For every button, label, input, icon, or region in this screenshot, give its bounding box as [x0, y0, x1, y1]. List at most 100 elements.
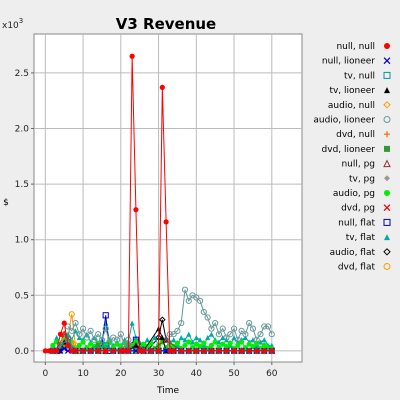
- series-marker: [64, 323, 72, 330]
- plot-area: [33, 33, 303, 363]
- series-marker: [117, 331, 124, 338]
- series-marker: [140, 341, 147, 347]
- series-marker: [95, 342, 101, 348]
- legend-marker: [383, 263, 391, 270]
- series-marker: [197, 337, 203, 343]
- series-marker: [212, 319, 219, 327]
- series-marker: [227, 340, 233, 346]
- series-marker: [215, 331, 223, 338]
- series-marker: [57, 347, 64, 354]
- series-marker: [118, 348, 124, 354]
- series-layer: [42, 53, 276, 355]
- x-tick-label: 0: [42, 369, 48, 379]
- series-marker: [193, 334, 199, 341]
- series-marker: [95, 348, 101, 354]
- series-marker: [193, 294, 200, 301]
- series-marker: [186, 348, 192, 354]
- series-marker: [189, 339, 196, 345]
- series-marker: [50, 342, 56, 348]
- series-marker: [193, 348, 199, 354]
- series-marker: [46, 348, 52, 354]
- series-marker: [223, 334, 230, 341]
- series-marker: [268, 331, 275, 338]
- x-tick-label: 20: [115, 369, 127, 379]
- series-marker: [114, 341, 120, 347]
- legend-label: tv, pg: [349, 174, 375, 184]
- legend-marker: [383, 57, 391, 65]
- legend-label: dvd, flat: [338, 263, 376, 273]
- legend-label: null, lioneer: [322, 57, 375, 67]
- series-marker: [64, 347, 71, 354]
- legend-label: null, flat: [338, 218, 375, 228]
- series-marker: [249, 325, 257, 332]
- series-marker: [159, 316, 166, 324]
- series-marker: [69, 348, 75, 354]
- series-marker: [223, 348, 230, 354]
- series-marker: [197, 343, 203, 350]
- series-marker: [253, 336, 260, 343]
- series-marker: [231, 348, 237, 354]
- legend-marker: [384, 190, 390, 196]
- series-marker: [242, 331, 249, 338]
- y-tick-label: 2.0: [15, 125, 30, 135]
- y-multiplier: x103: [2, 17, 23, 31]
- series-marker: [54, 334, 60, 341]
- series-marker: [174, 340, 181, 346]
- series-marker: [223, 343, 230, 350]
- series-marker: [196, 297, 204, 304]
- series-marker: [242, 334, 248, 341]
- series-marker: [88, 341, 94, 347]
- series-marker: [174, 327, 181, 334]
- series-marker: [212, 339, 218, 345]
- series-marker: [68, 311, 75, 318]
- axis-ticks: 0 10 20 30 40 50 60 0.0 0.5 1.0 1.5 2.0 2.5: [15, 69, 278, 379]
- legend-marker: [384, 87, 390, 94]
- series-marker: [171, 343, 177, 350]
- legend-label: audio, lioneer: [313, 116, 375, 126]
- series-marker: [42, 348, 48, 354]
- series-marker: [133, 342, 139, 348]
- series-marker: [163, 347, 170, 354]
- legend-marker: [383, 218, 391, 226]
- y-tick-label: 1.5: [15, 180, 29, 190]
- legend-label: tv, lioneer: [329, 86, 375, 96]
- series-marker: [178, 319, 185, 327]
- series-marker: [238, 327, 245, 334]
- series-marker: [227, 331, 234, 338]
- series-marker: [144, 337, 150, 343]
- series-marker: [137, 348, 143, 354]
- series-marker: [88, 348, 94, 354]
- series-marker: [234, 336, 241, 343]
- series-marker: [250, 343, 256, 350]
- series-marker: [152, 334, 158, 341]
- series-marker: [50, 348, 56, 354]
- y-tick-label: 0.0: [15, 347, 30, 357]
- series-marker: [220, 341, 226, 347]
- series-marker: [57, 331, 64, 337]
- series-marker: [87, 327, 94, 334]
- series-marker: [257, 331, 264, 338]
- legend-label: dvd, lioneer: [322, 145, 376, 155]
- chart-title: V3 Revenue: [116, 15, 216, 33]
- series-marker: [76, 334, 82, 341]
- series-marker: [132, 347, 139, 354]
- series-marker: [95, 331, 102, 338]
- series-marker: [61, 320, 67, 326]
- x-tick-label: 50: [228, 369, 240, 379]
- series-marker: [254, 348, 260, 354]
- series-marker: [171, 348, 177, 354]
- series-marker: [208, 342, 215, 348]
- legend-marker: [384, 43, 390, 49]
- legend-marker: [383, 204, 391, 212]
- series-marker: [269, 348, 275, 354]
- series-marker: [68, 327, 75, 334]
- series-marker: [148, 348, 154, 354]
- series-marker: [208, 348, 215, 354]
- series-marker: [261, 348, 267, 354]
- series-marker: [186, 339, 192, 345]
- series-marker: [102, 312, 109, 319]
- series-marker: [246, 319, 253, 327]
- series-marker: [155, 348, 162, 354]
- series-marker: [239, 348, 245, 354]
- y-tick-label: 0.5: [15, 291, 29, 301]
